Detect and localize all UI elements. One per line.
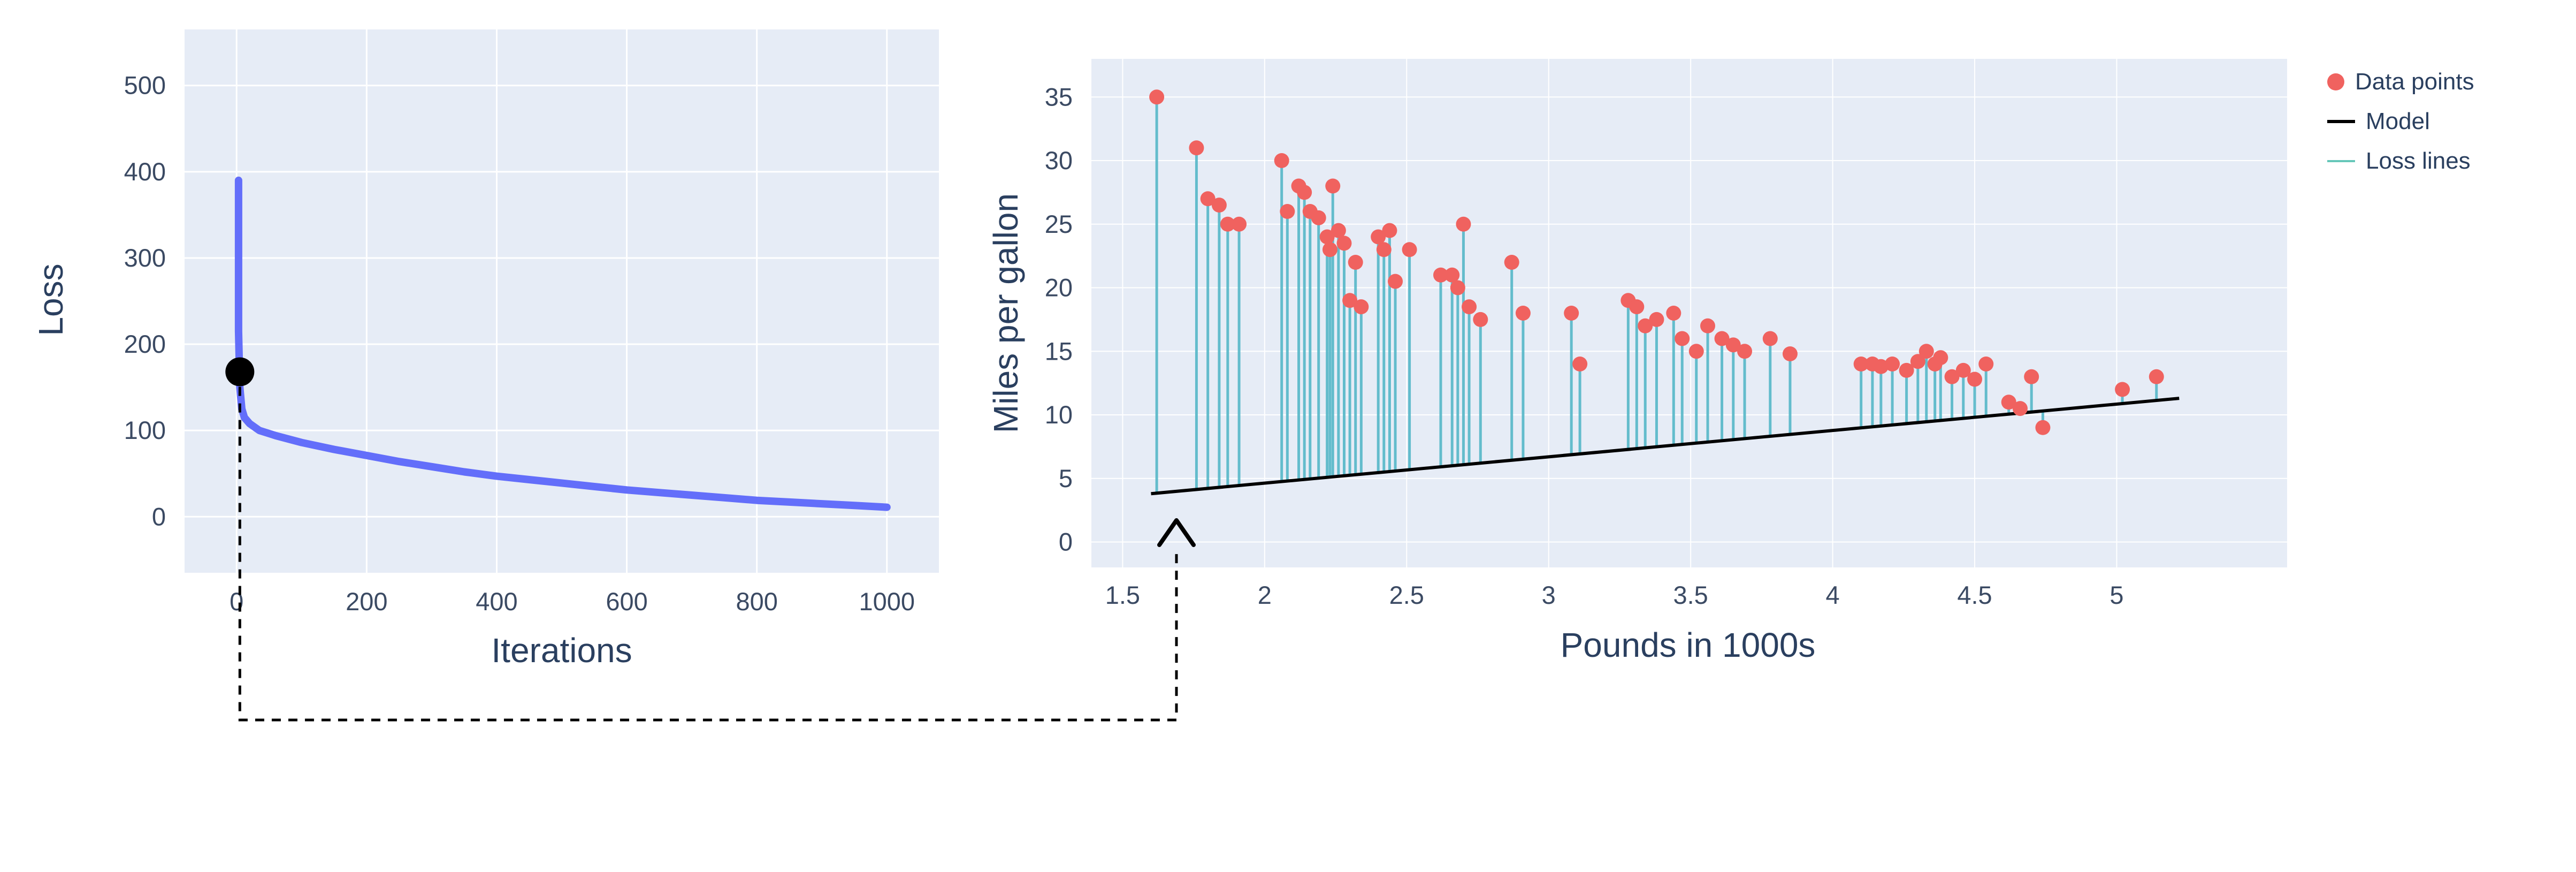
svg-text:1.5: 1.5	[1105, 581, 1140, 609]
loss-lines-swatch-icon	[2327, 160, 2355, 162]
left-loss-chart: 0 200 400 600 800 1000 0 100 200 300 400 500	[124, 29, 939, 616]
connector-dashed-line	[238, 386, 1178, 722]
right-scatter-chart: 1.5 2 2.5 3 3.5 4 4.5 5 0 5 10 15 20 25 30 35	[1045, 59, 2287, 609]
loss-curve	[234, 176, 891, 511]
svg-text:400: 400	[476, 587, 517, 616]
svg-text:0: 0	[230, 587, 243, 616]
svg-text:35: 35	[1045, 82, 1073, 111]
svg-text:400: 400	[124, 157, 166, 186]
svg-text:5: 5	[2109, 581, 2123, 609]
svg-text:1000: 1000	[859, 587, 915, 616]
svg-text:200: 200	[124, 330, 166, 358]
connector-arrowhead-icon	[1157, 518, 1196, 547]
legend-label-loss-lines: Loss lines	[2366, 148, 2471, 174]
svg-text:5: 5	[1059, 464, 1073, 492]
loss-lines	[1155, 97, 2158, 494]
svg-text:4: 4	[1826, 581, 1840, 609]
legend-item-loss-lines[interactable]: Loss lines	[2327, 148, 2474, 175]
svg-text:30: 30	[1045, 146, 1073, 175]
svg-text:15: 15	[1045, 337, 1073, 365]
svg-text:0: 0	[1059, 528, 1073, 556]
right-x-axis-title: Pounds in 1000s	[1560, 626, 1816, 664]
left-y-axis-title: Loss	[32, 263, 70, 336]
svg-text:2: 2	[1258, 581, 1272, 609]
svg-text:3: 3	[1542, 581, 1556, 609]
svg-text:800: 800	[736, 587, 777, 616]
legend-item-model[interactable]: Model	[2327, 108, 2474, 135]
svg-text:500: 500	[124, 71, 166, 100]
svg-text:4.5: 4.5	[1957, 581, 1992, 609]
svg-text:2.5: 2.5	[1389, 581, 1424, 609]
right-y-axis-title: Miles per gallon	[987, 193, 1025, 434]
svg-text:3.5: 3.5	[1673, 581, 1708, 609]
svg-text:300: 300	[124, 244, 166, 272]
current-iteration-dot	[225, 357, 255, 386]
legend-item-data-points[interactable]: Data points	[2327, 69, 2474, 95]
svg-text:20: 20	[1045, 274, 1073, 302]
svg-text:0: 0	[152, 502, 166, 530]
model-line-swatch-icon	[2327, 120, 2355, 123]
left-x-axis-title: Iterations	[491, 631, 632, 670]
svg-text:100: 100	[124, 416, 166, 444]
legend-label-data-points: Data points	[2355, 69, 2474, 95]
svg-text:200: 200	[346, 587, 387, 616]
iteration-connector	[225, 357, 1196, 722]
legend: Data points Model Loss lines	[2327, 69, 2474, 175]
svg-text:10: 10	[1045, 400, 1073, 429]
model-line	[1151, 397, 2180, 496]
data-points	[1149, 89, 2164, 435]
svg-text:600: 600	[606, 587, 647, 616]
legend-label-model: Model	[2366, 108, 2430, 134]
svg-text:25: 25	[1045, 210, 1073, 238]
data-points-swatch-icon	[2327, 73, 2344, 90]
